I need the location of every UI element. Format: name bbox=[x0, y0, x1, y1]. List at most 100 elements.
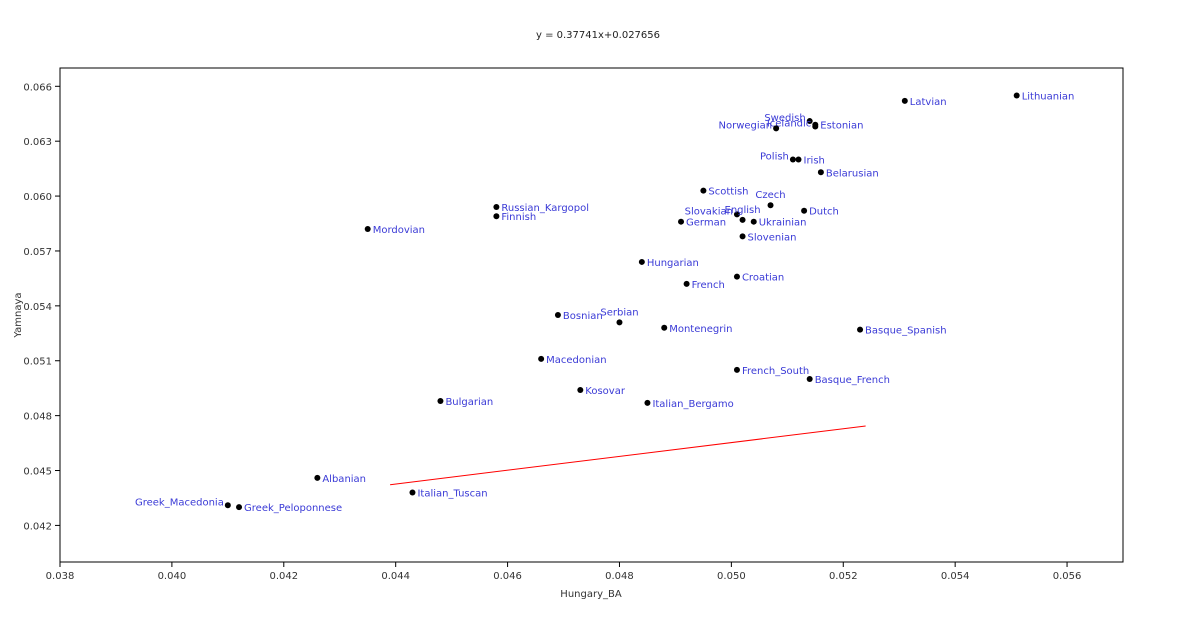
point-macedonian bbox=[538, 355, 545, 362]
point-label-macedonian: Macedonian bbox=[546, 355, 606, 366]
x-tick-label: 0.040 bbox=[158, 571, 187, 582]
x-tick-label: 0.038 bbox=[46, 571, 75, 582]
point-serbian bbox=[616, 319, 623, 326]
point-greek-macedonia bbox=[224, 502, 231, 509]
point-label-greek-peloponnese: Greek_Peloponnese bbox=[244, 503, 342, 514]
point-bosnian bbox=[554, 312, 561, 318]
x-tick-label: 0.056 bbox=[1053, 571, 1082, 582]
data-points: Lithuanian Latvian Swedish Estonian Icelandi… bbox=[135, 91, 1074, 514]
x-tick-label: 0.054 bbox=[941, 571, 970, 582]
point-label-estonian: Estonian bbox=[820, 121, 863, 132]
point-label-czech: Czech bbox=[755, 190, 785, 201]
x-tick-label: 0.044 bbox=[381, 571, 410, 582]
point-label-slovakian: Slovakian bbox=[685, 206, 733, 217]
point-label-greek-macedonia: Greek_Macedonia bbox=[135, 497, 224, 508]
point-bulgarian bbox=[437, 397, 444, 404]
point-label-bulgarian: Bulgarian bbox=[445, 397, 493, 408]
point-label-norwegian: Norwegian bbox=[718, 120, 772, 131]
point-label-lithuanian: Lithuanian bbox=[1022, 91, 1075, 102]
point-scottish bbox=[700, 187, 707, 194]
y-tick-label: 0.048 bbox=[23, 412, 52, 423]
point-lithuanian bbox=[1013, 92, 1020, 99]
point-mordovian bbox=[364, 226, 371, 233]
point-basque-spanish bbox=[857, 326, 864, 333]
point-label-russian-kargopol: Russian_Kargopol bbox=[501, 203, 589, 214]
point-czech bbox=[767, 202, 774, 209]
y-tick-label: 0.063 bbox=[23, 137, 52, 148]
point-label-english: English bbox=[725, 205, 761, 216]
point-label-finnish: Finnish bbox=[501, 212, 536, 223]
point-label-croatian: Croatian bbox=[742, 273, 784, 284]
point-french bbox=[683, 280, 690, 287]
point-slovenian bbox=[739, 233, 746, 240]
point-label-swedish: Swedish bbox=[764, 113, 805, 124]
point-hungarian bbox=[638, 258, 645, 265]
point-italian-bergamo bbox=[644, 399, 651, 406]
point-icelandic bbox=[812, 123, 819, 130]
point-label-albanian: Albanian bbox=[322, 474, 366, 485]
x-tick-label: 0.046 bbox=[493, 571, 522, 582]
point-polish bbox=[789, 156, 796, 163]
point-label-polish: Polish bbox=[760, 151, 789, 162]
y-tick-label: 0.045 bbox=[23, 467, 52, 478]
y-tick-label: 0.066 bbox=[23, 82, 52, 93]
point-greek-peloponnese bbox=[236, 504, 243, 511]
point-dutch bbox=[801, 207, 808, 214]
y-tick-label: 0.042 bbox=[23, 521, 52, 532]
y-tick-label: 0.054 bbox=[23, 302, 52, 313]
point-norwegian bbox=[773, 125, 780, 132]
x-axis-label: Hungary_BA bbox=[560, 589, 622, 600]
point-montenegrin bbox=[661, 324, 668, 331]
point-label-french: French bbox=[692, 280, 725, 291]
point-label-slovenian: Slovenian bbox=[748, 232, 797, 243]
point-label-latvian: Latvian bbox=[910, 97, 947, 108]
x-axis: 0.038 0.040 0.042 0.044 0.046 0.048 0.050 0.052… bbox=[46, 562, 1082, 582]
point-label-ukrainian: Ukrainian bbox=[759, 218, 807, 229]
point-label-french-south: French_South bbox=[742, 366, 809, 377]
point-label-montenegrin: Montenegrin bbox=[669, 324, 732, 335]
point-label-icelandic: Icelandic bbox=[767, 119, 811, 130]
point-croatian bbox=[733, 273, 740, 280]
point-label-kosovar: Kosovar bbox=[585, 386, 626, 397]
point-label-italian-bergamo: Italian_Bergamo bbox=[652, 399, 733, 410]
y-axis-label: Yamnaya bbox=[13, 292, 24, 338]
point-label-basque-spanish: Basque_Spanish bbox=[865, 326, 947, 337]
point-label-dutch: Dutch bbox=[809, 207, 839, 218]
y-axis: 0.042 0.045 0.048 0.051 0.054 0.057 0.060 0.063… bbox=[23, 82, 60, 532]
point-label-belarusian: Belarusian bbox=[826, 168, 879, 179]
x-tick-label: 0.048 bbox=[605, 571, 634, 582]
x-tick-label: 0.050 bbox=[717, 571, 746, 582]
chart-title: y = 0.37741x+0.027656 bbox=[536, 30, 660, 41]
y-tick-label: 0.057 bbox=[23, 247, 52, 258]
point-russian-kargopol bbox=[493, 204, 500, 211]
point-ukrainian bbox=[750, 218, 757, 225]
point-german bbox=[678, 218, 685, 225]
point-label-bosnian: Bosnian bbox=[563, 311, 603, 322]
point-basque-french bbox=[806, 376, 813, 383]
x-tick-label: 0.052 bbox=[829, 571, 858, 582]
point-belarusian bbox=[817, 169, 824, 176]
point-label-scottish: Scottish bbox=[708, 187, 748, 198]
point-label-basque-french: Basque_French bbox=[815, 375, 890, 386]
point-label-mordovian: Mordovian bbox=[373, 225, 425, 236]
point-irish bbox=[795, 156, 802, 163]
point-slovakian bbox=[733, 211, 740, 218]
y-tick-label: 0.051 bbox=[23, 357, 52, 368]
point-label-hungarian: Hungarian bbox=[647, 258, 699, 269]
plot-area bbox=[59, 67, 1124, 563]
point-albanian bbox=[314, 474, 321, 481]
point-finnish bbox=[493, 213, 500, 220]
y-tick-label: 0.060 bbox=[23, 192, 52, 203]
point-kosovar bbox=[577, 387, 584, 394]
point-label-italian-tuscan: Italian_Tuscan bbox=[417, 488, 487, 499]
x-tick-label: 0.042 bbox=[269, 571, 298, 582]
point-italian-tuscan bbox=[409, 489, 416, 496]
point-label-irish: Irish bbox=[804, 155, 825, 166]
trend-line bbox=[390, 425, 866, 486]
point-english bbox=[739, 216, 746, 223]
point-label-serbian: Serbian bbox=[600, 307, 638, 318]
point-latvian bbox=[901, 97, 908, 104]
point-french-south bbox=[733, 366, 740, 373]
point-label-german: German bbox=[686, 218, 726, 229]
